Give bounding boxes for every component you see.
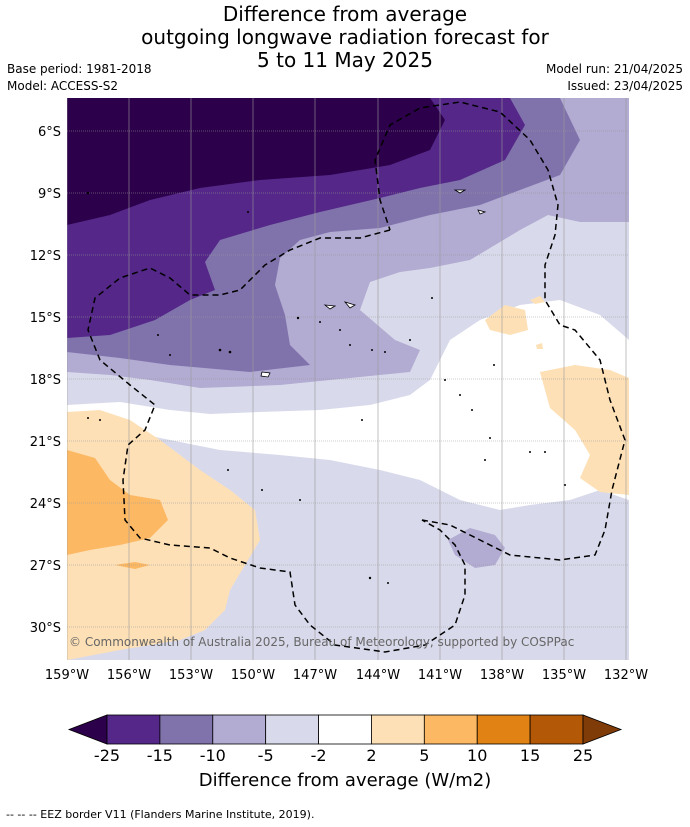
lon-label: 144°W bbox=[356, 668, 400, 683]
lon-label: 150°W bbox=[231, 668, 275, 683]
copyright-text: © Commonwealth of Australia 2025, Bureau… bbox=[69, 635, 574, 649]
colorbar-tick-label: -10 bbox=[199, 746, 226, 765]
lon-label: 153°W bbox=[169, 668, 213, 683]
lon-label: 141°W bbox=[418, 668, 462, 683]
colorbar-tick-label: -15 bbox=[146, 746, 173, 765]
colorbar-extend-high bbox=[582, 714, 623, 745]
lat-label: 21°S bbox=[30, 435, 61, 450]
base-period: Base period: 1981-2018 bbox=[7, 62, 152, 76]
lon-label: 132°W bbox=[604, 668, 648, 683]
lat-label: 9°S bbox=[38, 187, 61, 202]
colorbar-tick-label: 5 bbox=[419, 746, 430, 765]
lat-label: 15°S bbox=[30, 311, 61, 326]
lat-labels: 6°S 9°S 12°S 15°S 18°S 21°S 24°S 27°S 30… bbox=[30, 125, 61, 636]
title-line-3: 5 to 11 May 2025 bbox=[257, 48, 433, 72]
islands bbox=[260, 189, 487, 378]
lat-label: 12°S bbox=[30, 249, 61, 264]
map-plot-area bbox=[67, 98, 629, 660]
lon-labels: 159°W 156°W 153°W 150°W 147°W 144°W 141°… bbox=[45, 668, 648, 683]
lon-label: 147°W bbox=[293, 668, 337, 683]
model-name: Model: ACCESS-S2 bbox=[7, 79, 119, 93]
issued-date: Issued: 23/04/2025 bbox=[567, 79, 683, 93]
colorbar-segment bbox=[106, 714, 161, 745]
lat-label: 6°S bbox=[38, 125, 61, 140]
lon-label: 138°W bbox=[480, 668, 524, 683]
lon-label: 159°W bbox=[45, 668, 89, 683]
colorbar-segment bbox=[159, 714, 214, 745]
lon-label: 156°W bbox=[107, 668, 151, 683]
title-line-1: Difference from average bbox=[222, 2, 468, 26]
eez-border bbox=[87, 101, 626, 653]
island-dots bbox=[86, 191, 566, 584]
colorbar-tick-label: -5 bbox=[257, 746, 274, 765]
lon-label: 135°W bbox=[542, 668, 586, 683]
colorbar-tick-label: 15 bbox=[519, 746, 541, 765]
colorbar-segment bbox=[423, 714, 478, 745]
colorbar-tick-label: 25 bbox=[572, 746, 594, 765]
colorbar-tick-label: 10 bbox=[467, 746, 488, 765]
colorbar-segment bbox=[265, 714, 319, 745]
title-line-2: outgoing longwave radiation forecast for bbox=[141, 25, 549, 49]
colorbar-tick-label: 2 bbox=[366, 746, 377, 765]
colorbar-segment bbox=[371, 714, 425, 745]
lat-label: 27°S bbox=[30, 559, 61, 574]
model-run: Model run: 21/04/2025 bbox=[545, 62, 683, 76]
colorbar-tick-label: -25 bbox=[93, 746, 121, 765]
colorbar-tick-label: -2 bbox=[310, 746, 327, 765]
lat-label: 30°S bbox=[30, 621, 61, 636]
colorbar-segment bbox=[318, 714, 372, 745]
colorbar bbox=[67, 714, 623, 745]
colorbar-segment bbox=[476, 714, 531, 745]
lat-label: 18°S bbox=[30, 373, 61, 388]
eez-legend-note: -- -- -- EEZ border V11 (Flanders Marine… bbox=[6, 808, 315, 821]
colorbar-segment bbox=[212, 714, 267, 745]
lat-label: 24°S bbox=[30, 497, 61, 512]
colorbar-extend-low bbox=[67, 714, 108, 745]
colorbar-title: Difference from average (W/m2) bbox=[198, 770, 492, 791]
colorbar-segment bbox=[529, 714, 584, 745]
